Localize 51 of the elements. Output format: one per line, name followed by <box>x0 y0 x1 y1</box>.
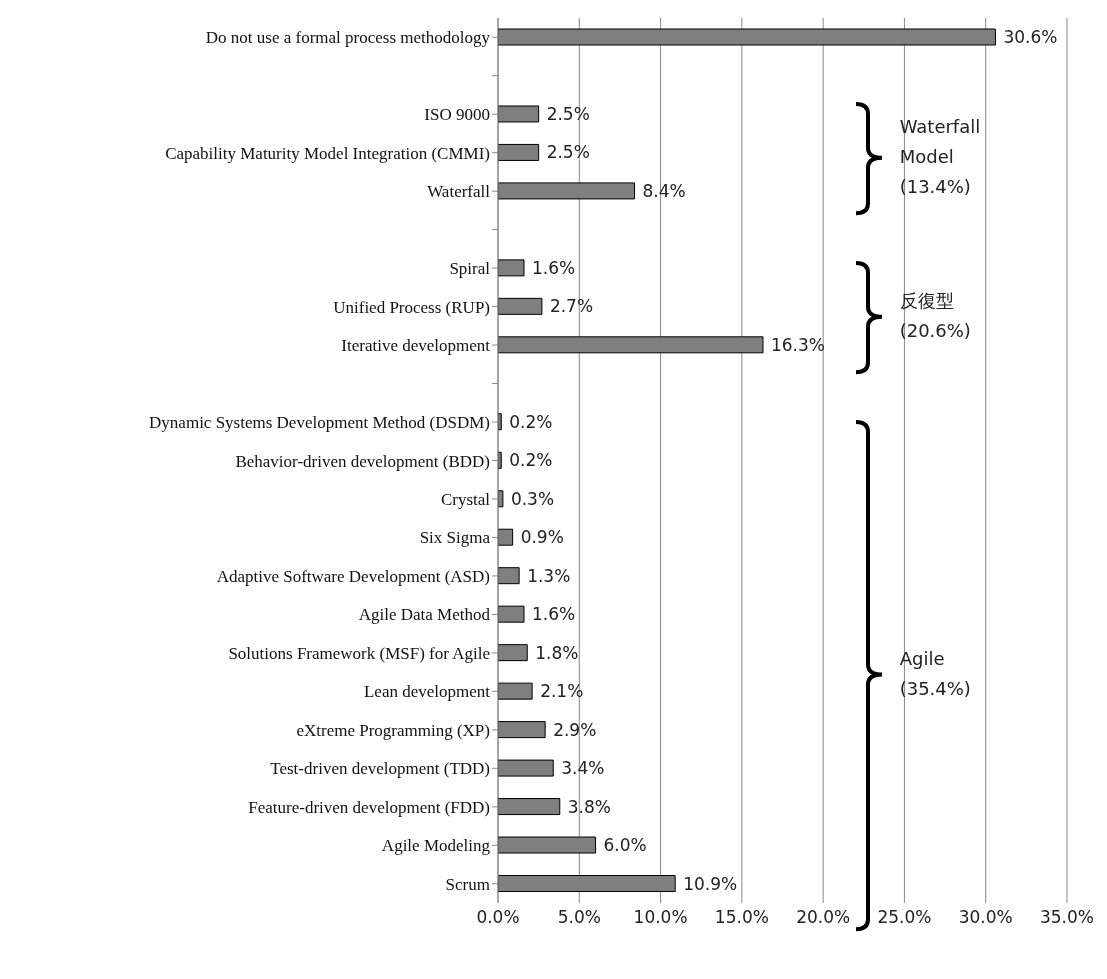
y-tick-label: Dynamic Systems Development Method (DSDM) <box>149 413 490 433</box>
data-label: 2.1% <box>540 681 584 702</box>
x-tick-label: 35.0% <box>1039 907 1095 928</box>
y-tick-label: Crystal <box>440 490 491 510</box>
data-label: 2.7% <box>549 296 594 317</box>
y-tick-label: Waterfall <box>427 182 491 202</box>
data-label: 16.3% <box>770 334 826 355</box>
y-tick-label: Scrum <box>445 874 490 894</box>
y-tick-label: Spiral <box>449 259 491 279</box>
data-label: 0.3% <box>510 488 555 509</box>
x-tick-label: 5.0% <box>557 907 601 928</box>
data-label: 2.9% <box>553 719 597 740</box>
y-tick-label: Do not use a formal process methodology <box>205 28 491 48</box>
y-tick-label: Unified Process (RUP) <box>333 297 490 317</box>
y-tick-label: Agile Modeling <box>381 836 491 856</box>
data-label: 10.9% <box>683 873 738 894</box>
x-tick-label: 10.0% <box>633 907 688 928</box>
y-tick-label: Iterative development <box>341 336 491 356</box>
y-tick-label: Feature-driven development (FDD) <box>248 797 490 817</box>
data-label: 0.9% <box>520 527 564 548</box>
annotation: Agile (35.4%) <box>899 647 972 702</box>
y-tick-label: Solutions Framework (MSF) for Agile <box>228 643 490 663</box>
data-label: 1.6% <box>532 257 576 278</box>
data-label: 2.5% <box>546 142 590 163</box>
y-tick-label: Adaptive Software Development (ASD) <box>216 566 490 586</box>
data-label: 2.5% <box>546 103 590 124</box>
y-tick-label: Agile Data Method <box>358 605 491 625</box>
annotation: Waterfall Model (13.4%) <box>899 116 982 198</box>
y-tick-label: ISO 9000 <box>424 105 490 125</box>
data-label: 3.8% <box>567 796 611 817</box>
x-tick-label: 25.0% <box>877 907 932 928</box>
data-label: 6.0% <box>603 835 647 856</box>
y-tick-label: Six Sigma <box>419 528 491 548</box>
x-tick-label: 20.0% <box>796 907 851 928</box>
data-label: 0.2% <box>509 450 553 471</box>
data-label: 3.4% <box>561 758 605 779</box>
data-label: 1.6% <box>532 604 576 625</box>
x-tick-label: 0.0% <box>476 907 520 928</box>
x-tick-label: 15.0% <box>714 907 769 928</box>
y-tick-label: Behavior-driven development (BDD) <box>235 451 490 471</box>
data-label: 1.3% <box>527 565 571 586</box>
y-tick-label: eXtreme Programming (XP) <box>296 720 490 740</box>
annotation: 反復型 (20.6%) <box>899 289 972 344</box>
y-tick-label: Capability Maturity Model Integration (CMMI) <box>165 143 490 163</box>
x-tick-label: 30.0% <box>958 907 1013 928</box>
data-label: 0.2% <box>509 411 553 432</box>
data-label: 30.6% <box>1003 27 1058 47</box>
data-label: 1.8% <box>535 642 579 663</box>
data-label: 8.4% <box>642 180 686 201</box>
y-tick-label: Lean development <box>363 682 491 702</box>
y-tick-label: Test-driven development (TDD) <box>270 759 490 779</box>
